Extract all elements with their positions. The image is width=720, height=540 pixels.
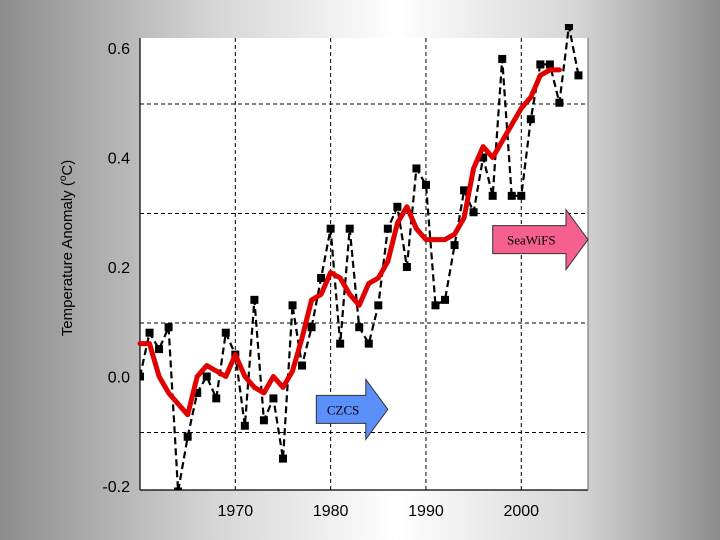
annotation-arrows: CZCS SeaWiFS bbox=[315, 208, 589, 441]
series-smoothed-line bbox=[137, 67, 562, 418]
series-annual-anomaly bbox=[140, 24, 583, 490]
y-axis-label-sup: o bbox=[58, 175, 69, 181]
data-point-1984 bbox=[364, 339, 373, 348]
y-tick-label: 0.4 bbox=[108, 151, 130, 168]
x-tick-label: 1980 bbox=[313, 503, 349, 520]
data-point-1967 bbox=[202, 372, 211, 381]
seawifs-arrow bbox=[492, 208, 589, 272]
data-point-2000 bbox=[517, 191, 526, 200]
data-point-1982 bbox=[345, 224, 354, 233]
y-axis-label: Temperature Anomaly (oC) bbox=[58, 160, 76, 336]
data-point-2001 bbox=[526, 115, 535, 124]
data-point-1968 bbox=[212, 394, 221, 403]
data-point-1969 bbox=[221, 328, 230, 337]
data-point-1981 bbox=[336, 339, 345, 348]
data-point-2006 bbox=[574, 71, 583, 80]
data-point-1977 bbox=[298, 361, 307, 370]
x-axis-ticks: 1970 1980 1990 2000 bbox=[218, 503, 540, 520]
data-point-1972 bbox=[250, 295, 259, 304]
data-point-1989 bbox=[412, 164, 421, 173]
data-point-1966 bbox=[193, 388, 202, 397]
data-point-1974 bbox=[269, 394, 278, 403]
data-point-1979 bbox=[317, 273, 326, 282]
data-point-1986 bbox=[383, 224, 392, 233]
x-tick-label: 2000 bbox=[503, 503, 539, 520]
data-point-1995 bbox=[469, 208, 478, 217]
data-point-1998 bbox=[498, 54, 507, 63]
data-point-1993 bbox=[450, 241, 459, 250]
data-point-1964 bbox=[174, 487, 183, 490]
data-point-2002 bbox=[536, 60, 545, 69]
y-axis-label-tail: C) bbox=[59, 160, 76, 176]
series-smoothed-anomaly bbox=[137, 67, 562, 418]
data-point-1965 bbox=[183, 432, 192, 441]
data-point-1978 bbox=[307, 323, 316, 332]
data-point-1975 bbox=[278, 454, 287, 463]
data-point-1991 bbox=[431, 301, 440, 310]
data-point-1961 bbox=[145, 328, 154, 337]
y-tick-label: 0.6 bbox=[108, 41, 130, 58]
data-point-1980 bbox=[326, 224, 335, 233]
data-point-1987 bbox=[393, 202, 402, 211]
y-axis-label-main: Temperature Anomaly ( bbox=[59, 181, 76, 336]
x-tick-label: 1990 bbox=[408, 503, 444, 520]
data-point-1997 bbox=[488, 191, 497, 200]
data-point-1962 bbox=[155, 345, 164, 354]
y-tick-label: 0.0 bbox=[108, 370, 130, 387]
y-tick-label: -0.2 bbox=[102, 479, 130, 496]
czcs-arrow bbox=[315, 377, 389, 441]
data-point-1988 bbox=[402, 263, 411, 271]
data-point-1976 bbox=[288, 301, 297, 310]
y-tick-label: 0.2 bbox=[108, 260, 130, 277]
data-point-1992 bbox=[441, 295, 450, 304]
grid-lines bbox=[140, 38, 588, 490]
data-point-2005 bbox=[564, 24, 573, 31]
plot-frame bbox=[139, 38, 589, 491]
data-point-1960 bbox=[140, 372, 144, 381]
seawifs-arrow-label: SeaWiFS bbox=[507, 233, 556, 248]
czcs-arrow-label: CZCS bbox=[327, 402, 360, 417]
data-point-1983 bbox=[355, 323, 364, 332]
data-point-1963 bbox=[164, 323, 173, 332]
data-point-2004 bbox=[555, 98, 564, 107]
data-point-1971 bbox=[240, 421, 249, 430]
data-point-1996 bbox=[479, 153, 488, 162]
data-point-1973 bbox=[259, 416, 268, 425]
x-tick-label: 1970 bbox=[218, 503, 254, 520]
y-axis-ticks: -0.2 0.0 0.2 0.4 0.6 bbox=[102, 41, 130, 496]
data-point-1985 bbox=[374, 301, 383, 310]
data-point-2003 bbox=[545, 60, 554, 69]
data-point-1990 bbox=[421, 180, 430, 189]
data-point-1999 bbox=[507, 191, 516, 200]
data-point-1994 bbox=[460, 186, 469, 195]
